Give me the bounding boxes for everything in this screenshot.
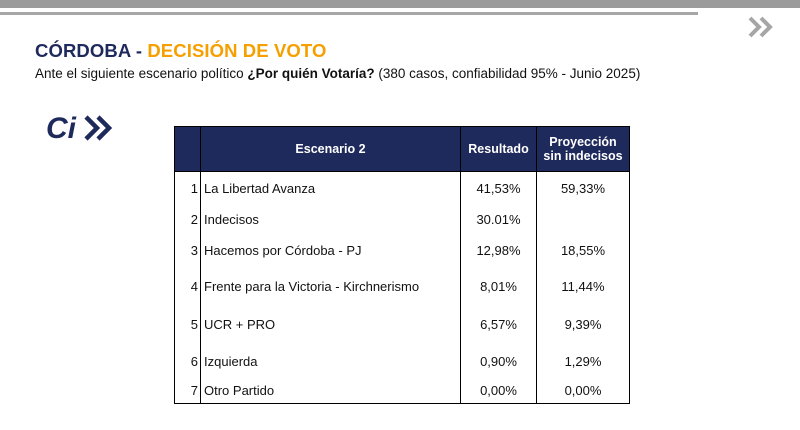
header-projection-line1: Proyección xyxy=(549,135,617,149)
results-table: Escenario 2 Resultado Proyección sin inde… xyxy=(174,126,630,404)
row-projection: 18,55% xyxy=(536,234,630,267)
table-row: 1 La Libertad Avanza 41,53% 59,33% xyxy=(174,171,630,205)
row-number: 6 xyxy=(174,343,201,379)
page-subtitle: Ante el siguiente escenario político ¿Po… xyxy=(35,66,640,81)
page-title: CÓRDOBA - DECISIÓN DE VOTO xyxy=(35,40,326,62)
row-number: 5 xyxy=(174,305,201,344)
header-result: Resultado xyxy=(460,126,537,172)
subtitle-details: (380 casos, confiabilidad 95% - Junio 20… xyxy=(374,66,641,81)
table-row: 4 Frente para la Victoria - Kirchnerismo… xyxy=(174,266,630,306)
header-scenario: Escenario 2 xyxy=(200,126,461,172)
top-gray-bar xyxy=(0,0,800,8)
row-projection: 0,00% xyxy=(536,378,630,404)
row-party-name: Indecisos xyxy=(200,204,461,235)
table-row: 2 Indecisos 30.01% xyxy=(174,204,630,235)
row-number: 7 xyxy=(174,378,201,404)
subtitle-intro: Ante el siguiente escenario político xyxy=(35,66,248,81)
title-region: CÓRDOBA - xyxy=(35,40,148,61)
header-projection-line2: sin indecisos xyxy=(543,149,623,163)
row-number: 3 xyxy=(174,234,201,267)
row-projection: 9,39% xyxy=(536,305,630,344)
table-header-row: Escenario 2 Resultado Proyección sin inde… xyxy=(174,126,630,172)
row-result: 41,53% xyxy=(460,171,537,205)
row-result: 0,00% xyxy=(460,378,537,404)
row-party-name: La Libertad Avanza xyxy=(200,171,461,205)
row-projection: 11,44% xyxy=(536,266,630,306)
row-projection: 1,29% xyxy=(536,343,630,379)
table-row: 5 UCR + PRO 6,57% 9,39% xyxy=(174,305,630,344)
row-projection xyxy=(536,204,630,235)
row-projection: 59,33% xyxy=(536,171,630,205)
top-divider-line xyxy=(0,12,698,15)
row-number: 2 xyxy=(174,204,201,235)
header-number xyxy=(174,126,201,172)
double-chevron-right-icon xyxy=(748,16,773,38)
row-party-name: UCR + PRO xyxy=(200,305,461,344)
title-topic: DECISIÓN DE VOTO xyxy=(147,40,327,61)
table-row: 3 Hacemos por Córdoba - PJ 12,98% 18,55% xyxy=(174,234,630,267)
subtitle-question: ¿Por quién Votaría? xyxy=(247,66,375,81)
table-row: 7 Otro Partido 0,00% 0,00% xyxy=(174,378,630,404)
row-party-name: Izquierda xyxy=(200,343,461,379)
header-projection: Proyección sin indecisos xyxy=(536,126,630,172)
row-party-name: Hacemos por Córdoba - PJ xyxy=(200,234,461,267)
row-result: 12,98% xyxy=(460,234,537,267)
svg-text:Ci: Ci xyxy=(46,112,77,145)
ci-logo: Ci xyxy=(46,112,113,145)
row-result: 8,01% xyxy=(460,266,537,306)
row-number: 4 xyxy=(174,266,201,306)
row-number: 1 xyxy=(174,171,201,205)
row-party-name: Otro Partido xyxy=(200,378,461,404)
row-result: 0,90% xyxy=(460,343,537,379)
table-row: 6 Izquierda 0,90% 1,29% xyxy=(174,343,630,379)
row-party-name: Frente para la Victoria - Kirchnerismo xyxy=(200,266,461,306)
row-result: 6,57% xyxy=(460,305,537,344)
row-result: 30.01% xyxy=(460,204,537,235)
